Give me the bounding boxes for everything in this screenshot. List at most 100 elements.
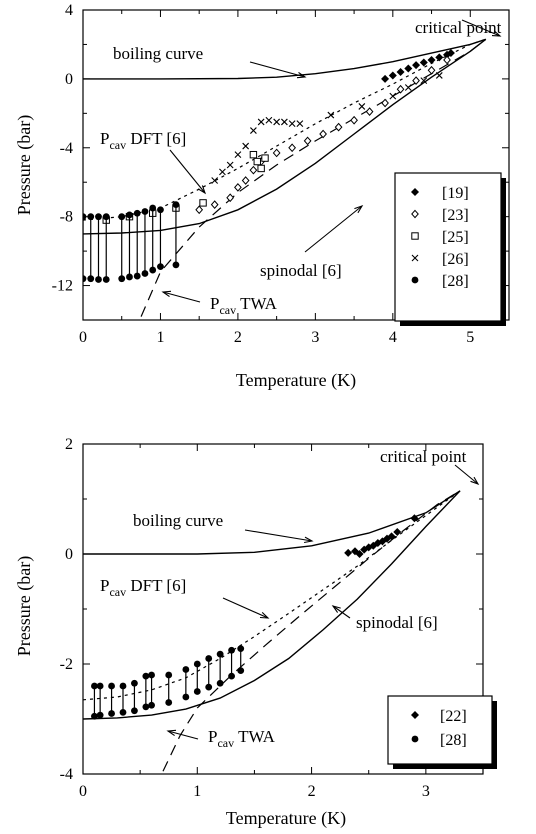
- x-tick-label: 2: [308, 783, 316, 800]
- data-point: [120, 683, 127, 690]
- data-point: [165, 672, 172, 679]
- data-point: [118, 275, 125, 282]
- data-point: [87, 213, 94, 220]
- data-point: [344, 549, 352, 557]
- annotation-arrow: [245, 530, 312, 541]
- legend-label: [25]: [442, 229, 469, 246]
- data-point: [366, 108, 372, 115]
- data-point: [149, 267, 156, 274]
- y-tick-label: 2: [65, 436, 73, 453]
- legend-label: [28]: [442, 273, 469, 290]
- data-point: [157, 206, 164, 213]
- annotation-text: P: [208, 727, 217, 746]
- x-tick-label: 0: [79, 783, 87, 800]
- data-point: [142, 704, 149, 711]
- data-point: [258, 119, 264, 125]
- x-tick-label: 0: [79, 329, 87, 346]
- data-point: [173, 261, 180, 268]
- data-point: [134, 273, 141, 280]
- data-point: [389, 71, 397, 79]
- data-point: [227, 194, 233, 201]
- data-point: [320, 130, 326, 137]
- annotation-text: P: [100, 129, 109, 148]
- annotation-subscript: cav: [109, 138, 126, 152]
- data-point: [258, 165, 264, 171]
- annotation-5: Pcav TWA: [210, 294, 278, 317]
- data-point: [91, 713, 98, 720]
- legend-label: [26]: [442, 251, 469, 268]
- data-point: [108, 710, 115, 717]
- annotation-subscript: cav: [219, 303, 236, 317]
- annotation-arrow: [305, 206, 362, 252]
- annotation-text: P: [210, 294, 219, 313]
- y-tick-label: -4: [60, 766, 73, 783]
- data-point: [148, 702, 155, 709]
- series-28: [91, 645, 244, 719]
- data-point: [428, 67, 434, 74]
- data-point: [217, 680, 224, 687]
- legend-marker: [412, 233, 418, 239]
- annotation-text: spinodal [6]: [356, 613, 438, 632]
- annotation-text: critical point: [415, 18, 502, 37]
- data-point: [142, 673, 149, 680]
- data-point: [404, 65, 412, 73]
- data-point: [381, 75, 389, 83]
- annotation-4: spinodal [6]: [260, 261, 342, 280]
- legend-label: [28]: [440, 732, 467, 749]
- data-point: [212, 178, 218, 184]
- data-point: [428, 56, 436, 64]
- data-point: [148, 672, 155, 679]
- data-point: [273, 149, 279, 156]
- data-point: [219, 169, 225, 175]
- data-point: [228, 647, 235, 654]
- data-point: [131, 680, 138, 687]
- data-point: [266, 117, 272, 123]
- data-point: [87, 275, 94, 282]
- data-point: [235, 152, 241, 158]
- y-axis-title: Pressure (bar): [14, 556, 35, 656]
- annotation-3: Pcav DFT [6]: [100, 129, 186, 152]
- data-point: [103, 276, 110, 283]
- data-point: [436, 72, 442, 78]
- annotation-suffix: DFT [6]: [126, 576, 186, 595]
- annotation-arrow: [168, 731, 198, 739]
- annotation-arrow: [170, 150, 205, 193]
- data-point: [97, 683, 104, 690]
- x-tick-label: 3: [422, 783, 430, 800]
- y-tick-label: 4: [65, 2, 73, 19]
- x-tick-label: 1: [193, 783, 201, 800]
- x-axis-title: Temperature (K): [236, 370, 356, 391]
- data-point: [237, 667, 244, 674]
- data-point: [126, 274, 133, 281]
- data-point: [126, 212, 133, 219]
- data-point: [182, 694, 189, 701]
- data-point: [235, 184, 241, 191]
- annotation-text: boiling curve: [133, 511, 223, 530]
- data-point: [289, 121, 295, 127]
- annotation-subscript: cav: [217, 736, 234, 750]
- y-tick-label: 0: [65, 546, 73, 563]
- data-point: [243, 143, 249, 149]
- data-point: [262, 155, 268, 161]
- data-point: [194, 661, 201, 668]
- data-point: [157, 263, 164, 270]
- data-point: [205, 684, 212, 691]
- data-point: [149, 205, 156, 212]
- data-point: [134, 210, 141, 217]
- data-point: [131, 707, 138, 714]
- data-point: [281, 119, 287, 125]
- x-tick-label: 5: [466, 329, 474, 346]
- data-point: [274, 119, 280, 125]
- data-point: [237, 645, 244, 652]
- data-point: [182, 666, 189, 673]
- data-point: [351, 117, 357, 124]
- data-point: [405, 85, 411, 91]
- annotation-5: Pcav TWA: [208, 727, 276, 750]
- data-point: [250, 128, 256, 134]
- annotation-4: spinodal [6]: [356, 613, 438, 632]
- data-point: [393, 528, 401, 536]
- y-tick-label: 0: [65, 71, 73, 88]
- data-point: [142, 270, 149, 277]
- data-point: [359, 103, 365, 109]
